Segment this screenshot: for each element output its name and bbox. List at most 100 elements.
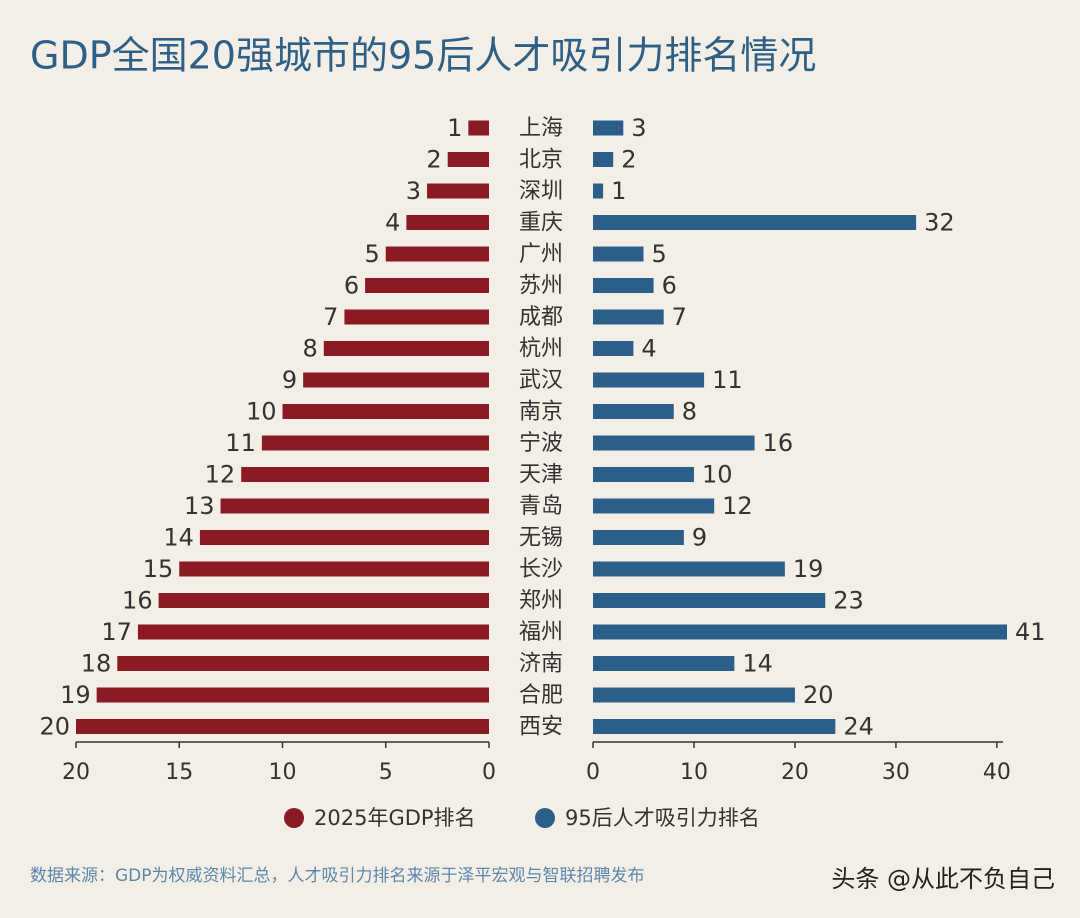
value-label: 9: [282, 366, 297, 394]
category-label: 福州: [519, 620, 563, 645]
value-label: 13: [184, 492, 215, 520]
bar: [199, 530, 489, 545]
value-label: 41: [1015, 618, 1046, 646]
bar: [593, 404, 674, 419]
x-tick-label: 0: [586, 760, 600, 785]
category-label: 上海: [519, 116, 563, 141]
x-tick-label: 15: [165, 760, 193, 785]
bar: [593, 467, 694, 482]
category-label: 合肥: [519, 683, 563, 708]
value-label: 10: [702, 461, 733, 489]
bar: [303, 372, 489, 388]
bar: [282, 404, 489, 419]
value-label: 4: [385, 209, 400, 237]
bar: [158, 593, 489, 608]
bar: [593, 372, 705, 388]
category-label: 重庆: [519, 211, 563, 236]
category-label: 成都: [519, 305, 563, 330]
value-label: 20: [803, 681, 834, 709]
bar: [406, 215, 489, 230]
bar: [447, 152, 489, 167]
x-tick-label: 0: [482, 760, 496, 785]
category-label: 南京: [519, 400, 563, 425]
bar: [593, 183, 604, 199]
x-tick-label: 20: [781, 760, 809, 785]
value-label: 11: [225, 429, 256, 457]
value-label: 17: [101, 618, 132, 646]
category-label: 广州: [519, 242, 563, 267]
bar: [427, 183, 489, 199]
bar: [179, 561, 489, 577]
category-label: 武汉: [519, 368, 563, 393]
category-label: 杭州: [519, 337, 563, 362]
value-label: 23: [833, 587, 864, 615]
value-label: 10: [246, 398, 277, 426]
value-label: 2: [426, 146, 441, 174]
value-label: 18: [81, 650, 112, 678]
category-label: 天津: [519, 463, 563, 488]
category-label: 宁波: [519, 431, 563, 456]
bar: [323, 341, 489, 356]
value-label: 7: [323, 303, 338, 331]
value-label: 14: [742, 650, 773, 678]
bar: [261, 435, 489, 451]
x-tick-label: 10: [680, 760, 708, 785]
bar: [117, 656, 490, 671]
bar: [96, 687, 490, 703]
value-label: 1: [447, 114, 462, 142]
value-label: 3: [631, 114, 646, 142]
legend-label: 2025年GDP排名: [314, 806, 476, 830]
value-label: 1: [611, 177, 626, 205]
x-tick-label: 40: [983, 760, 1011, 785]
bar: [593, 152, 614, 167]
value-label: 32: [924, 209, 955, 237]
category-label: 苏州: [519, 274, 563, 299]
value-label: 4: [641, 335, 656, 363]
x-tick-label: 5: [379, 760, 393, 785]
bar: [385, 246, 489, 262]
bar: [593, 120, 624, 136]
value-label: 6: [662, 272, 677, 300]
x-tick-label: 20: [62, 760, 90, 785]
category-label: 济南: [519, 652, 563, 677]
x-tick-label: 30: [882, 760, 910, 785]
bar: [468, 120, 489, 136]
value-label: 9: [692, 524, 707, 552]
bar: [593, 561, 785, 577]
value-label: 5: [651, 240, 666, 268]
value-label: 15: [143, 555, 174, 583]
legend-label: 95后人才吸引力排名: [565, 806, 760, 830]
bar: [593, 593, 826, 608]
bar: [593, 309, 664, 325]
bar: [593, 435, 755, 451]
value-label: 24: [843, 713, 874, 741]
category-label: 郑州: [519, 589, 563, 614]
bar: [344, 309, 489, 325]
value-label: 7: [672, 303, 687, 331]
legend-marker: [284, 808, 304, 828]
category-label: 西安: [519, 715, 563, 740]
bar: [241, 467, 489, 482]
value-label: 14: [163, 524, 194, 552]
legend-marker: [535, 808, 555, 828]
value-label: 8: [303, 335, 318, 363]
x-tick-label: 10: [269, 760, 297, 785]
value-label: 19: [793, 555, 824, 583]
bar: [593, 215, 917, 230]
bar: [593, 246, 644, 262]
bar: [76, 719, 489, 734]
category-label: 深圳: [519, 179, 563, 204]
value-label: 12: [205, 461, 236, 489]
bar: [220, 498, 490, 514]
bar: [593, 341, 634, 356]
watermark: 头条 @从此不负自己: [831, 865, 1055, 893]
chart-title: GDP全国20强城市的95后人才吸引力排名情况: [30, 34, 816, 78]
category-label: 长沙: [519, 557, 563, 582]
bar: [137, 624, 489, 640]
value-label: 2: [621, 146, 636, 174]
bar: [593, 624, 1007, 640]
source-note: 数据来源：GDP为权威资料汇总，人才吸引力排名来源于泽平宏观与智联招聘发布: [30, 866, 645, 886]
category-label: 北京: [519, 148, 563, 173]
